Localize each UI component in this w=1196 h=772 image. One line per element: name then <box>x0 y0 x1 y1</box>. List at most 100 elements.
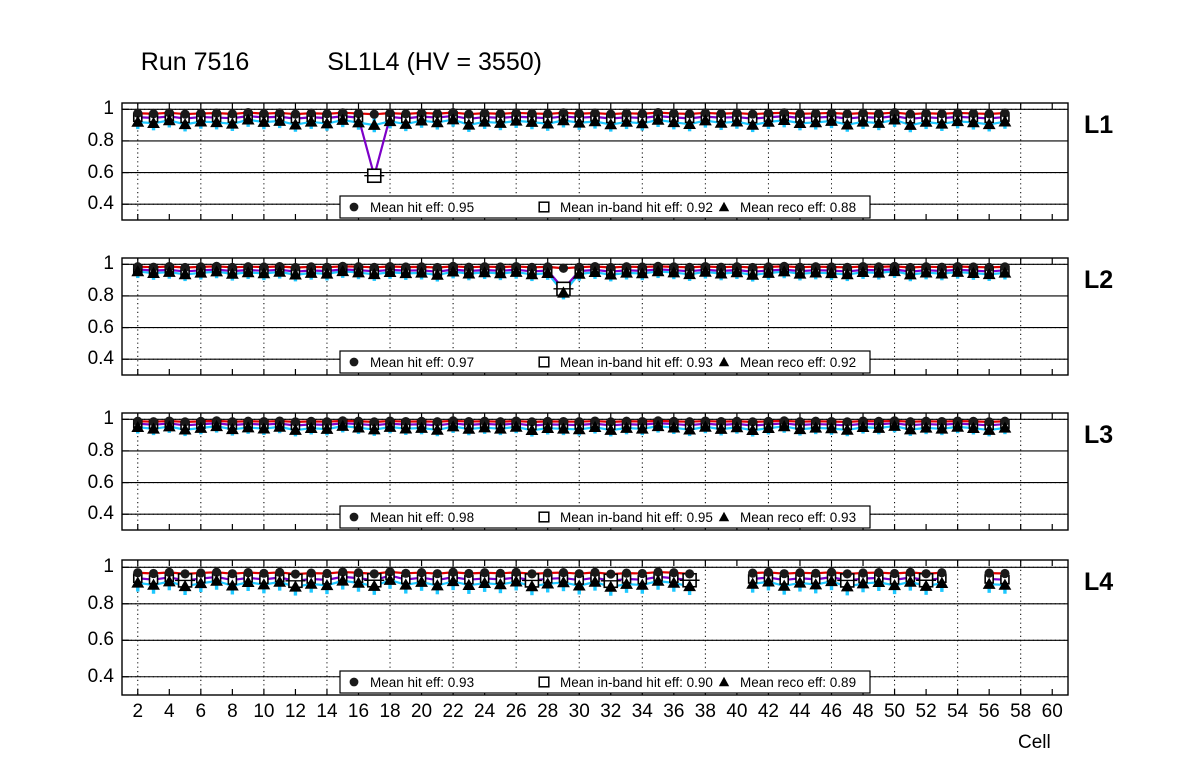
reco-eff-marker <box>651 113 665 125</box>
hit-eff-marker <box>558 416 569 427</box>
hit-eff-marker <box>543 109 553 119</box>
reco-eff-marker <box>509 575 523 587</box>
reco-eff-marker <box>620 577 633 589</box>
reco-eff-marker <box>604 580 618 592</box>
y-axis-tick-label: 1 <box>103 556 114 578</box>
hit-eff-marker <box>826 108 837 118</box>
reco-eff-marker <box>746 423 760 436</box>
hit-eff-marker <box>889 568 900 579</box>
hit-eff-marker <box>716 108 726 119</box>
legend-in-band-hit-eff-icon <box>538 676 550 688</box>
reco-eff-marker <box>698 420 712 432</box>
hit-eff-marker <box>480 108 490 118</box>
hit-eff-marker <box>574 108 584 119</box>
hit-eff-marker <box>937 109 947 119</box>
hit-eff-marker <box>480 568 490 578</box>
panel-l3: Mean hit eff: 0.98 Mean in-band hit eff: … <box>121 412 1069 531</box>
hit-eff-marker <box>653 108 663 118</box>
hit-eff-marker <box>338 567 348 577</box>
hit-eff-marker <box>905 262 915 273</box>
hit-eff-marker <box>227 417 237 427</box>
reco-eff-marker <box>698 114 712 126</box>
reco-eff-marker <box>289 423 302 435</box>
reco-eff-marker <box>998 578 1012 590</box>
reco-eff-marker <box>289 268 302 280</box>
reco-eff-marker <box>651 574 665 586</box>
hit-eff-marker <box>180 569 190 579</box>
hit-eff-marker <box>353 416 364 426</box>
hit-eff-marker <box>385 108 395 118</box>
hit-eff-marker <box>574 417 584 427</box>
reco-eff-marker <box>604 423 618 435</box>
reco-eff-marker <box>762 115 775 127</box>
hit-eff-marker <box>858 108 868 118</box>
reco-eff-marker <box>935 422 949 434</box>
hit-eff-marker <box>968 108 979 119</box>
x-axis-tick-label: 20 <box>410 701 433 722</box>
reco-eff-marker <box>967 266 980 278</box>
reco-eff-marker <box>352 116 365 128</box>
reco-eff-markers <box>131 419 1012 436</box>
hit-eff-marker <box>495 262 505 272</box>
reco-eff-marker <box>525 423 539 436</box>
hit-eff-marker <box>842 569 852 579</box>
x-axis-tick-label: 38 <box>694 701 716 722</box>
legend-entry-label: Mean hit eff: 0.93 <box>370 675 474 690</box>
reco-eff-marker <box>840 118 854 130</box>
reco-eff-marker <box>478 115 492 127</box>
hit-eff-marker <box>495 417 505 427</box>
reco-eff-marker <box>998 115 1012 127</box>
reco-eff-marker <box>557 576 570 588</box>
hit-eff-marker <box>669 108 679 119</box>
hit-eff-marker <box>795 109 805 119</box>
hit-eff-marker <box>606 262 616 273</box>
title-run: Run 7516 <box>140 48 250 76</box>
reco-eff-marker <box>478 576 492 588</box>
reco-eff-marker <box>951 420 965 432</box>
reco-eff-marker <box>320 578 334 591</box>
x-axis-tick-label: 18 <box>379 701 401 722</box>
hit-eff-marker <box>685 569 695 579</box>
reco-eff-marker <box>840 580 854 592</box>
reco-eff-marker <box>352 576 365 588</box>
reco-eff-marker <box>509 114 523 126</box>
hit-eff-marker <box>401 568 411 578</box>
reco-eff-marker <box>919 266 933 278</box>
reco-eff-marker <box>225 267 239 279</box>
legend-entry-label: Mean in-band hit eff: 0.92 <box>560 200 713 215</box>
reco-eff-marker <box>872 116 886 128</box>
reco-eff-marker <box>178 117 192 130</box>
reco-eff-marker <box>462 118 476 130</box>
reco-eff-marker <box>525 268 539 280</box>
reco-eff-marker <box>872 266 886 278</box>
hit-eff-marker <box>858 568 868 578</box>
reco-eff-marker <box>289 118 302 130</box>
hit-eff-marker <box>1000 416 1010 426</box>
reco-eff-marker <box>225 117 239 129</box>
hit-eff-markers <box>133 567 1010 579</box>
hit-eff-marker <box>984 109 994 119</box>
reco-eff-marker <box>525 115 539 127</box>
hit-eff-marker <box>196 568 206 578</box>
hit-eff-marker <box>338 108 348 118</box>
reco-eff-marker <box>399 422 413 434</box>
hit-eff-marker <box>275 108 285 118</box>
hit-eff-marker <box>243 108 253 118</box>
reco-eff-marker <box>541 577 555 589</box>
x-axis-tick-label: 14 <box>316 701 338 722</box>
x-axis-tick-label: 26 <box>505 701 527 722</box>
reco-eff-marker <box>982 423 996 435</box>
reco-eff-marker <box>746 268 760 280</box>
reco-eff-marker <box>194 421 208 433</box>
reco-eff-marker <box>730 265 744 278</box>
reco-eff-marker <box>856 420 870 433</box>
reco-eff-marker <box>509 420 523 432</box>
reco-eff-marker <box>746 577 760 589</box>
x-axis-tick-label: 22 <box>442 701 464 722</box>
x-axis-tick-label: 44 <box>789 701 811 722</box>
hit-eff-marker <box>464 416 474 427</box>
hit-eff-marker <box>748 568 758 578</box>
hit-eff-marker <box>1000 568 1010 579</box>
y-axis-tick-label: 0.8 <box>87 129 114 151</box>
